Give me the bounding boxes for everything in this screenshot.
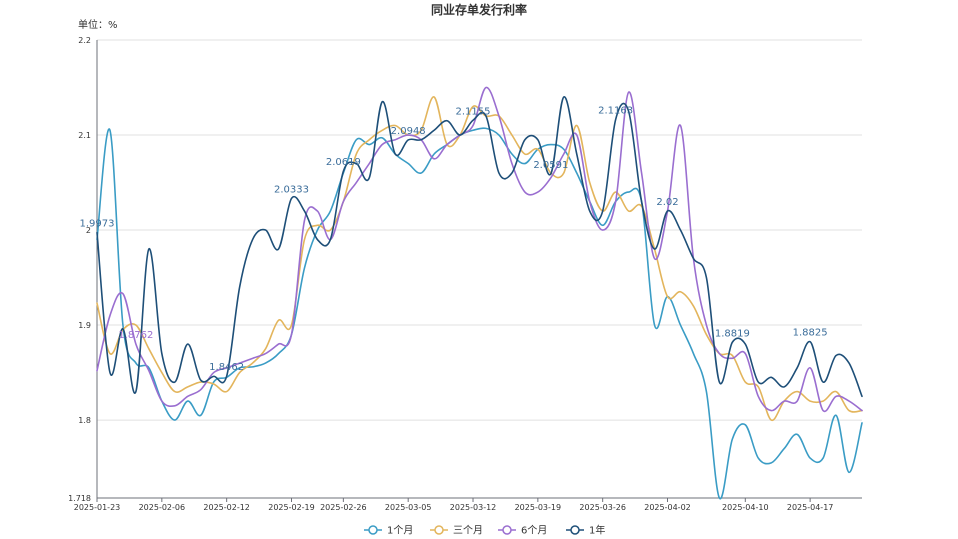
data-label: 2.1155 bbox=[456, 106, 491, 117]
data-label: 2.02 bbox=[656, 197, 678, 208]
legend-label: 6个月 bbox=[521, 525, 547, 537]
x-tick-label: 2025-04-02 bbox=[644, 503, 691, 512]
x-tick-label: 2025-02-19 bbox=[268, 503, 315, 512]
x-tick-label: 2025-02-06 bbox=[139, 503, 186, 512]
y-tick-label: 1.8 bbox=[78, 416, 91, 425]
data-label: 1.8825 bbox=[793, 328, 828, 339]
legend-swatch-marker bbox=[502, 525, 512, 535]
grid-lines bbox=[97, 39, 862, 421]
legend-item-4[interactable]: 1年 bbox=[566, 524, 605, 537]
y-tick-label: 2 bbox=[86, 226, 91, 235]
data-labels: 1.99731.87621.84622.03332.06192.09482.11… bbox=[80, 106, 828, 374]
x-tick-label: 2025-03-19 bbox=[515, 503, 562, 512]
legend-swatch-marker bbox=[570, 525, 580, 535]
x-tick-label: 2025-03-05 bbox=[385, 503, 432, 512]
x-tick-label: 2025-02-26 bbox=[320, 503, 367, 512]
axes: 1.718 1.8 1.9 2 2.1 2.2 2025-01-23 2025-02-06 20… bbox=[68, 36, 862, 512]
x-tick-label: 2025-03-12 bbox=[450, 503, 497, 512]
x-tick-label: 2025-03-26 bbox=[579, 503, 626, 512]
legend[interactable]: 1个月 三个月 6个月 1年 bbox=[364, 524, 605, 537]
data-label: 2.0948 bbox=[391, 126, 426, 137]
x-tick-label: 2025-02-12 bbox=[203, 503, 250, 512]
y-tick-label: 2.1 bbox=[78, 131, 91, 140]
data-label: 2.0591 bbox=[533, 160, 568, 171]
y-tick-label: 1.9 bbox=[78, 321, 91, 330]
data-label: 1.8462 bbox=[209, 362, 244, 373]
unit-label: 单位：% bbox=[78, 18, 118, 31]
series-line-1 bbox=[96, 127, 863, 500]
legend-label: 1个月 bbox=[387, 525, 413, 537]
legend-label: 三个月 bbox=[453, 525, 483, 537]
y-tick-label: 1.718 bbox=[68, 494, 91, 503]
data-label: 2.1163 bbox=[598, 106, 633, 117]
legend-item-3[interactable]: 6个月 bbox=[498, 525, 547, 537]
legend-item-1[interactable]: 1个月 bbox=[364, 525, 413, 537]
legend-label: 1年 bbox=[589, 524, 605, 537]
series-lines bbox=[96, 86, 863, 500]
chart-title: 同业存单发行利率 bbox=[431, 2, 527, 17]
x-tick-label: 2025-04-10 bbox=[722, 503, 769, 512]
legend-item-2[interactable]: 三个月 bbox=[430, 525, 483, 537]
y-tick-label: 2.2 bbox=[78, 36, 91, 45]
x-tick-label: 2025-04-17 bbox=[787, 503, 834, 512]
series-line-3 bbox=[96, 86, 863, 413]
legend-swatch-marker bbox=[434, 525, 444, 535]
data-label: 1.8819 bbox=[715, 328, 750, 339]
data-label: 1.9973 bbox=[80, 219, 115, 230]
data-label: 2.0333 bbox=[274, 184, 309, 195]
data-label: 1.8762 bbox=[118, 330, 153, 341]
series-line-4 bbox=[96, 96, 863, 398]
data-label: 2.0619 bbox=[326, 157, 361, 168]
legend-swatch-marker bbox=[368, 525, 378, 535]
x-tick-label: 2025-01-23 bbox=[74, 503, 121, 512]
